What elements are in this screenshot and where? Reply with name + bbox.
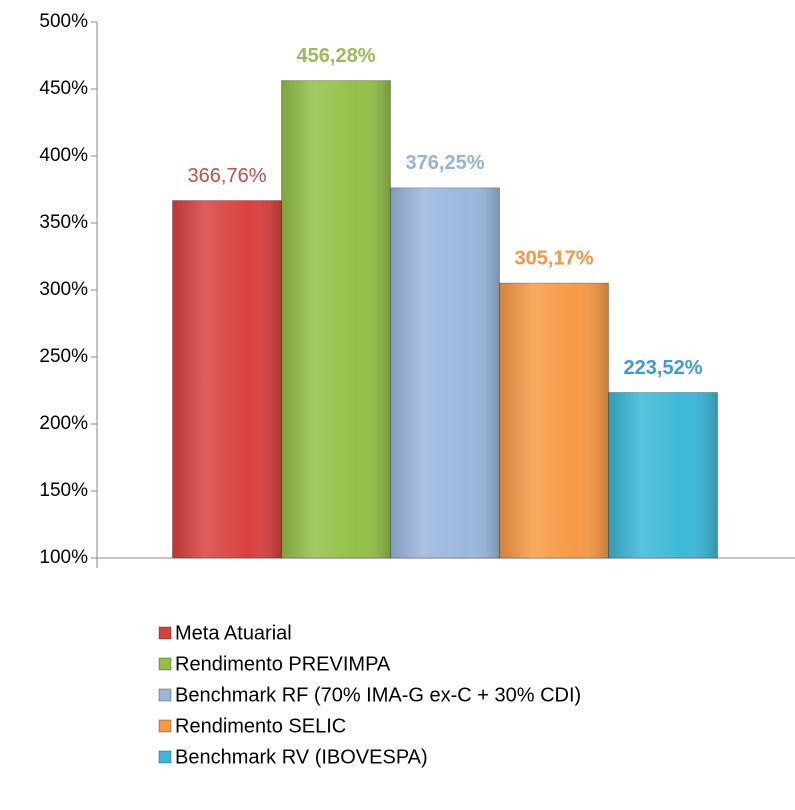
y-tick-label: 150% <box>39 480 88 501</box>
y-tick-label: 350% <box>39 212 88 233</box>
data-label: 305,17% <box>515 247 594 269</box>
legend-label: Rendimento PREVIMPA <box>175 653 391 675</box>
legend-label: Benchmark RF (70% IMA-G ex-C + 30% CDI) <box>175 684 581 706</box>
legend-swatch <box>158 626 172 640</box>
y-tick-label: 400% <box>39 145 88 166</box>
legend-swatch <box>158 719 172 733</box>
bar-shade <box>390 187 500 558</box>
y-tick-label: 200% <box>39 413 88 434</box>
y-tick-label: 500% <box>39 11 88 32</box>
legend-label: Meta Atuarial <box>175 622 292 644</box>
data-label: 376,25% <box>406 152 485 174</box>
data-label: 366,76% <box>188 165 267 187</box>
y-tick-label: 300% <box>39 279 88 300</box>
legend-label: Benchmark RV (IBOVESPA) <box>175 746 428 768</box>
bar-shade <box>499 283 609 558</box>
bar-shade <box>608 392 718 558</box>
data-label: 223,52% <box>624 357 703 379</box>
legend-swatch <box>158 688 172 702</box>
legend-label: Rendimento SELIC <box>175 715 346 737</box>
y-tick-label: 100% <box>39 547 88 568</box>
data-label: 456,28% <box>297 45 376 67</box>
legend-swatch <box>158 750 172 764</box>
legend-swatch <box>158 657 172 671</box>
bar-shade <box>281 80 391 558</box>
bar-shade <box>172 200 282 558</box>
y-tick-label: 250% <box>39 346 88 367</box>
y-tick-label: 450% <box>39 78 88 99</box>
